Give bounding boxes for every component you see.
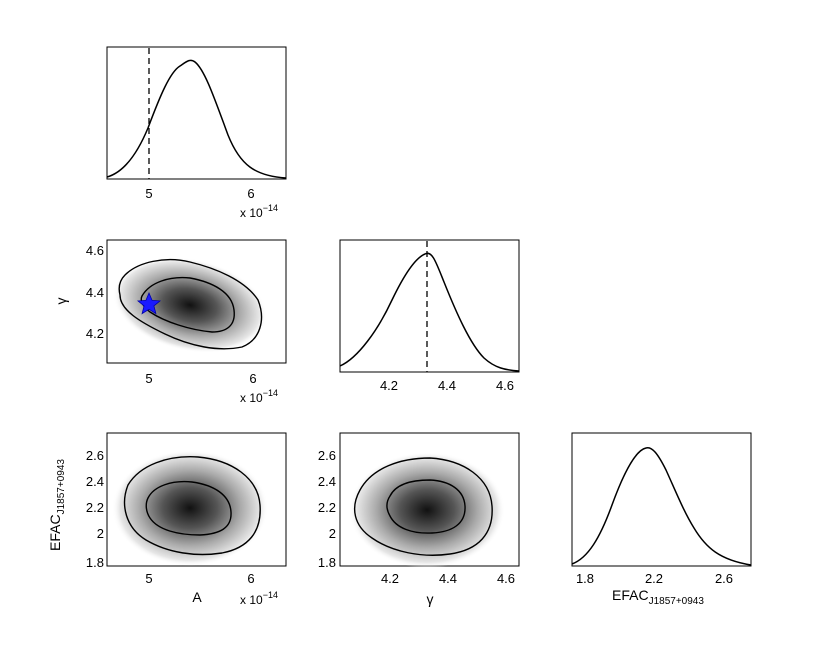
gamma-a-xtick-label: 6 (249, 371, 256, 386)
efac-gamma-density (349, 452, 505, 568)
panel-efac-vs-a: 5 6 1.8 2 2.2 2.4 2.6 EFACJ1857+0943 A x… (47, 432, 287, 607)
efac-gamma-xtick-label: 4.4 (439, 571, 457, 586)
efac-a-ytick-label: 2.6 (86, 448, 104, 463)
efac-a-xtick-label: 6 (247, 571, 254, 586)
gamma-a-ylabel: γ (53, 298, 69, 305)
gamma-a-scale-note: x 10−14 (240, 388, 278, 405)
gamma-marginal-tick-label: 4.6 (496, 378, 514, 393)
efac-gamma-contour-inner (386, 479, 466, 534)
panel-a-marginal-frame (106, 46, 287, 180)
panel-a-marginal: 5 6 x 10−14 (106, 46, 287, 220)
gamma-a-contour-inner (140, 276, 235, 333)
efac-gamma-xlabel: γ (427, 591, 434, 607)
gamma-a-ytick-label: 4.4 (86, 285, 104, 300)
efac-marginal-tick-label: 2.2 (645, 571, 663, 586)
panel-gamma-vs-a: 5 6 4.2 4.4 4.6 γ x 10−14 (53, 239, 287, 405)
a-scale-note: x 10−14 (240, 203, 278, 220)
efac-a-contour-outer (123, 456, 261, 556)
gamma-marginal-tick-label: 4.4 (438, 378, 456, 393)
efac-a-ytick-label: 2 (97, 526, 104, 541)
gamma-a-xtick-label: 5 (145, 371, 152, 386)
efac-a-xtick-label: 5 (145, 571, 152, 586)
a-tick-label: 5 (145, 186, 152, 201)
efac-a-scale-note: x 10−14 (240, 590, 278, 607)
gamma-a-ytick-label: 4.6 (86, 243, 104, 258)
efac-gamma-xtick-label: 4.2 (381, 571, 399, 586)
efac-a-contour-inner (145, 480, 232, 536)
gamma-marginal-tick-label: 4.2 (380, 378, 398, 393)
efac-marginal-tick-label: 2.6 (715, 571, 733, 586)
injected-value-star (136, 291, 162, 315)
panel-efac-marginal: 1.8 2.2 2.6 EFACJ1857+0943 (571, 432, 752, 607)
gamma-marginal-curve (339, 252, 520, 372)
efac-gamma-contour-outer (353, 457, 493, 556)
efac-a-ytick-label: 2.2 (86, 500, 104, 515)
efac-gamma-ytick-label: 2 (329, 526, 336, 541)
efac-a-ytick-label: 1.8 (86, 555, 104, 570)
efac-gamma-ytick-label: 2.6 (318, 448, 336, 463)
gamma-a-ytick-label: 4.2 (86, 326, 104, 341)
efac-gamma-ytick-label: 2.4 (318, 474, 336, 489)
efac-gamma-ytick-label: 2.2 (318, 500, 336, 515)
panel-efac-vs-a-frame (106, 432, 287, 567)
panel-gamma-marginal-frame (339, 239, 520, 373)
panel-efac-marginal-frame (571, 432, 752, 567)
a-marginal-curve (106, 59, 287, 179)
efac-gamma-xtick-label: 4.6 (497, 571, 515, 586)
efac-a-density (112, 450, 268, 566)
panel-gamma-marginal: 4.2 4.4 4.6 (339, 239, 520, 393)
panel-gamma-vs-a-frame (106, 239, 287, 364)
efac-marginal-curve (571, 446, 752, 566)
efac-gamma-ytick-label: 1.8 (318, 555, 336, 570)
efac-a-ylabel: EFACJ1857+0943 (47, 459, 67, 551)
panel-efac-vs-gamma: 4.2 4.4 4.6 1.8 2 2.2 2.4 2.6 γ (318, 432, 520, 607)
efac-marginal-tick-label: 1.8 (576, 571, 594, 586)
efac-a-xlabel: A (192, 589, 202, 605)
gamma-a-contour-outer (118, 259, 263, 350)
a-tick-label: 6 (247, 186, 254, 201)
gamma-a-density (113, 257, 267, 353)
efac-marginal-xlabel: EFACJ1857+0943 (612, 587, 704, 607)
efac-a-ytick-label: 2.4 (86, 474, 104, 489)
